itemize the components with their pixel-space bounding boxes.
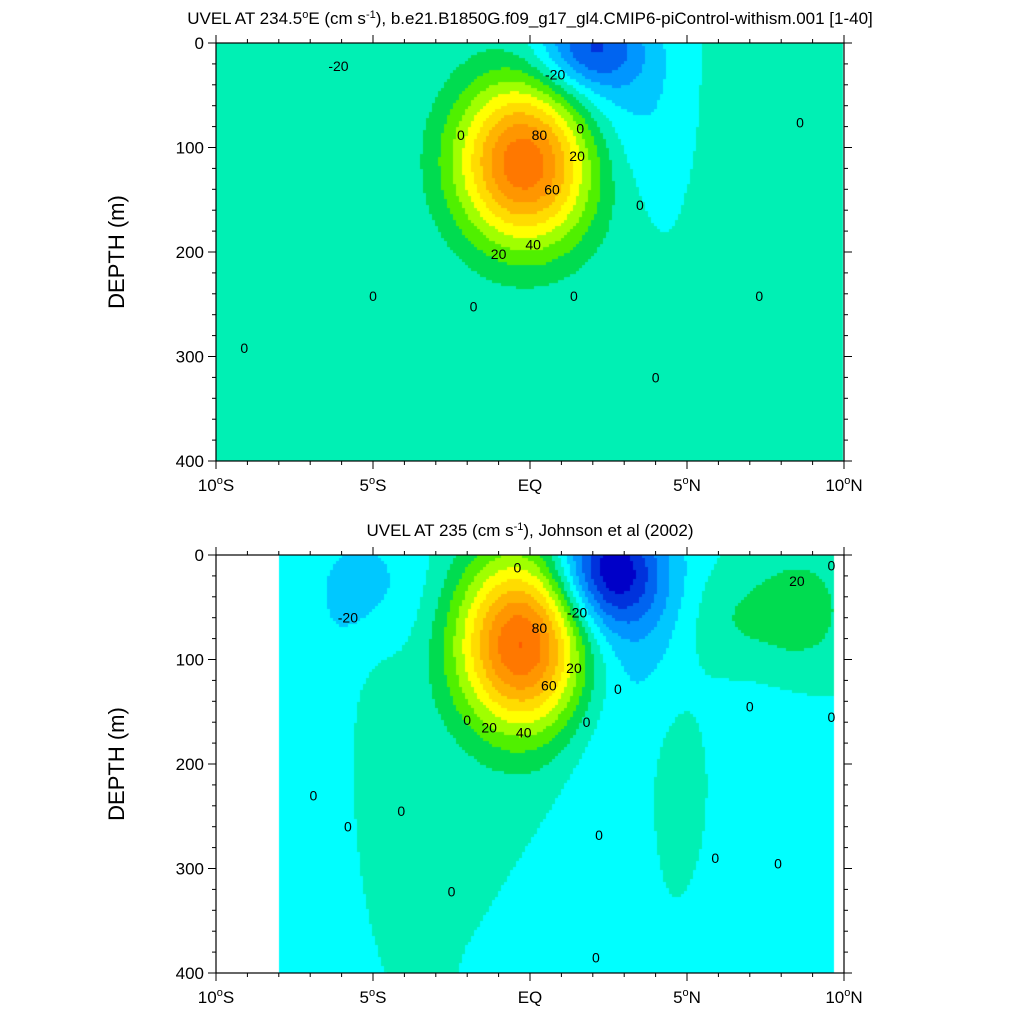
y-tick-label: 400 (176, 452, 204, 471)
y-tick-label: 200 (176, 755, 204, 774)
contour-label: 0 (796, 114, 804, 130)
x-tick-label: 10oN (825, 987, 862, 1007)
contour-label: 60 (544, 181, 560, 197)
y-tick-label: 100 (176, 651, 204, 670)
y-tick-label: 0 (195, 34, 204, 53)
contour-label: 0 (514, 560, 522, 576)
contour-label: 0 (592, 949, 600, 965)
contour-label: 40 (516, 725, 532, 741)
x-axis: 10oS 5oS EQ 5oN 10oN (198, 547, 863, 1007)
x-tick-label: 10oS (198, 987, 234, 1007)
contour-label: 0 (463, 712, 471, 728)
x-tick-label: 10oS (198, 475, 234, 495)
contour-label: 0 (636, 197, 644, 213)
y-tick-label: 100 (176, 139, 204, 158)
y-tick-label: 400 (176, 964, 204, 983)
y-axis-label: DEPTH (m) (104, 707, 129, 821)
x-tick-label: 10oN (825, 475, 862, 495)
contour-label: 0 (711, 850, 719, 866)
x-axis: 10oS 5oS EQ 5oN 10oN (198, 35, 863, 495)
contour-label: 0 (583, 714, 591, 730)
y-tick-label: 0 (195, 546, 204, 565)
contour-label: 0 (614, 681, 622, 697)
contour-label: 0 (240, 340, 248, 356)
contour-label: -20 (545, 66, 565, 82)
contour-label: 0 (576, 121, 584, 137)
contour-label: -20 (328, 58, 348, 74)
panel-1: UVEL AT 234.5oE (cm s-1), b.e21.B1850G.f… (104, 9, 873, 495)
contour-label: 0 (652, 369, 660, 385)
contour-label: 20 (481, 719, 497, 735)
x-tick-label: 5oS (360, 987, 387, 1007)
contour-labels: -20 0 -20 80 20 60 40 20 0 0 0 0 20 0 0 0 0 0 0 0 0 0 0 (309, 557, 835, 965)
contour-label: 20 (789, 573, 805, 589)
contour-label: 0 (457, 127, 465, 143)
contour-label: 20 (491, 246, 507, 262)
y-tick-label: 300 (176, 348, 204, 367)
contour-label: 0 (746, 699, 754, 715)
y-tick-label: 300 (176, 860, 204, 879)
contour-fill (216, 555, 844, 973)
x-tick-label: 5oN (673, 475, 701, 495)
y-tick-label: 200 (176, 243, 204, 262)
panel-2: UVEL AT 235 (cm s-1), Johnson et al (200… (104, 521, 863, 1007)
x-tick-label: EQ (518, 988, 543, 1007)
y-axis-label: DEPTH (m) (104, 195, 129, 309)
contour-label: -20 (338, 610, 358, 626)
contour-label: 20 (569, 148, 585, 164)
contour-label: 0 (448, 883, 456, 899)
contour-label: 0 (755, 288, 763, 304)
contour-label: 0 (397, 803, 405, 819)
contour-label: 40 (525, 237, 541, 253)
contour-label: 0 (595, 827, 603, 843)
contour-labels: -20 -20 0 0 80 20 60 40 20 0 0 0 0 0 0 0 0 (240, 58, 804, 385)
contour-label: -20 (567, 604, 587, 620)
contour-label: 0 (344, 819, 352, 835)
contour-label: 0 (828, 709, 836, 725)
contour-label: 20 (566, 660, 582, 676)
panel-title: UVEL AT 234.5oE (cm s-1), b.e21.B1850G.f… (187, 9, 873, 28)
x-tick-label: 5oS (360, 475, 387, 495)
contour-label: 0 (828, 557, 836, 573)
contour-label: 60 (541, 678, 557, 694)
contour-label: 0 (309, 787, 317, 803)
contour-label: 0 (470, 298, 478, 314)
contour-label: 0 (570, 288, 578, 304)
contour-label: 0 (369, 288, 377, 304)
x-tick-label: EQ (518, 476, 543, 495)
panel-title: UVEL AT 235 (cm s-1), Johnson et al (200… (367, 521, 694, 540)
contour-fill (216, 43, 844, 461)
contour-label: 0 (774, 855, 782, 871)
contour-label: 80 (532, 620, 548, 636)
x-tick-label: 5oN (673, 987, 701, 1007)
contour-label: 80 (532, 127, 548, 143)
